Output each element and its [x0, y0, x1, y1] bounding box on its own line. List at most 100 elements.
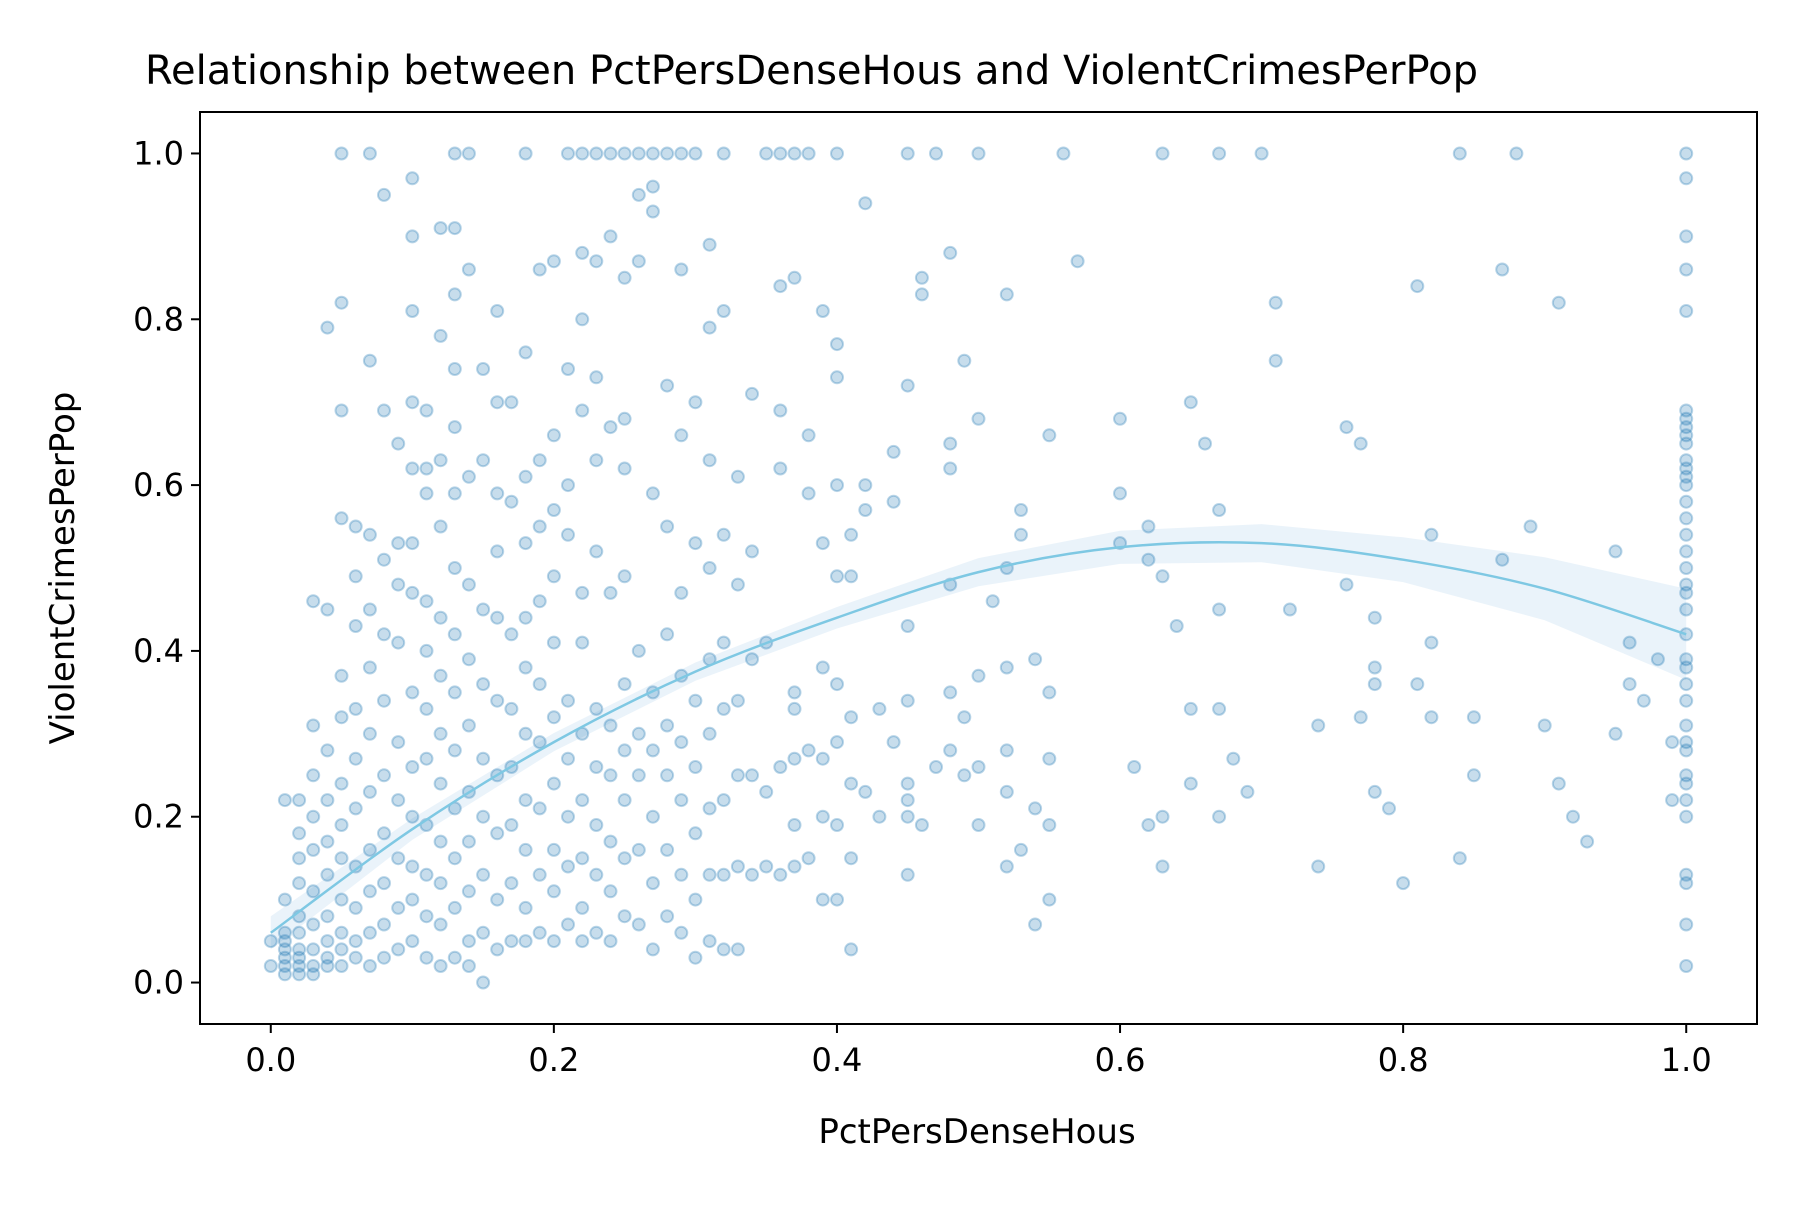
- data-point: [815, 751, 830, 766]
- data-point: [419, 486, 434, 501]
- data-point: [1042, 751, 1057, 766]
- data-point: [348, 900, 363, 915]
- data-point: [1183, 776, 1198, 791]
- points-layer: [263, 146, 1694, 990]
- data-point: [702, 801, 717, 816]
- data-point: [1466, 710, 1481, 725]
- data-point: [277, 934, 292, 949]
- data-point: [447, 561, 462, 575]
- data-point: [617, 677, 632, 692]
- data-point: [334, 146, 349, 161]
- data-point: [433, 876, 448, 891]
- data-point: [433, 519, 448, 534]
- data-point: [348, 569, 363, 584]
- data-point: [575, 245, 590, 260]
- data-point: [518, 469, 533, 484]
- data-point: [518, 345, 533, 360]
- data-point: [830, 735, 844, 750]
- data-point: [377, 187, 391, 202]
- data-point: [348, 519, 363, 534]
- data-point: [759, 784, 774, 799]
- data-point: [1113, 486, 1127, 501]
- data-point: [914, 270, 929, 285]
- data-point: [1452, 851, 1467, 866]
- data-point: [1141, 552, 1156, 567]
- data-point: [461, 834, 476, 849]
- data-point: [660, 519, 675, 534]
- x-tick-label: 1.0: [1661, 1041, 1712, 1079]
- data-point: [348, 751, 363, 766]
- data-point: [730, 768, 745, 783]
- data-point: [433, 328, 448, 343]
- data-point: [716, 146, 731, 161]
- data-point: [419, 950, 434, 965]
- data-point: [1679, 304, 1694, 318]
- data-point: [1466, 768, 1481, 783]
- data-point: [447, 685, 462, 700]
- data-point: [461, 262, 476, 277]
- data-point: [645, 146, 660, 161]
- data-point: [348, 701, 363, 716]
- data-point: [759, 859, 774, 874]
- data-point: [1367, 660, 1382, 675]
- data-point: [447, 420, 462, 435]
- data-point: [532, 867, 547, 882]
- data-point: [1679, 403, 1694, 418]
- data-point: [943, 245, 958, 260]
- data-point: [914, 287, 929, 302]
- data-point: [461, 934, 476, 949]
- data-point: [306, 967, 321, 982]
- data-point: [787, 270, 802, 285]
- data-point: [603, 934, 618, 949]
- data-point: [674, 262, 689, 277]
- data-point: [716, 793, 731, 808]
- data-point: [348, 801, 363, 816]
- data-point: [631, 643, 646, 658]
- data-point: [518, 146, 533, 161]
- data-point: [1537, 718, 1552, 733]
- data-point: [391, 577, 406, 592]
- data-point: [561, 917, 575, 932]
- data-point: [929, 146, 943, 161]
- data-point: [1155, 146, 1170, 161]
- data-point: [688, 760, 703, 774]
- data-point: [1452, 146, 1467, 161]
- data-point: [716, 527, 731, 542]
- data-point: [461, 469, 476, 484]
- data-point: [1240, 784, 1255, 799]
- data-point: [476, 751, 491, 766]
- data-point: [716, 635, 731, 650]
- data-point: [490, 942, 505, 957]
- data-point: [1679, 411, 1694, 426]
- data-point: [645, 809, 660, 824]
- data-point: [900, 619, 915, 633]
- data-point: [702, 934, 717, 949]
- data-point: [476, 362, 491, 376]
- data-point: [1580, 834, 1595, 849]
- data-point: [999, 743, 1014, 758]
- data-point: [575, 934, 590, 949]
- data-point: [405, 934, 420, 949]
- data-point: [900, 378, 915, 393]
- data-point: [801, 851, 816, 866]
- data-point: [292, 793, 307, 808]
- data-point: [1679, 959, 1694, 973]
- data-point: [1679, 768, 1694, 783]
- data-point: [999, 287, 1014, 302]
- data-point: [830, 370, 844, 385]
- data-point: [589, 254, 604, 269]
- data-point: [674, 867, 689, 882]
- data-point: [320, 950, 335, 965]
- data-point: [334, 942, 349, 957]
- data-point: [1679, 171, 1694, 186]
- data-point: [433, 776, 448, 791]
- data-point: [490, 395, 505, 410]
- data-point: [405, 685, 420, 700]
- data-point: [900, 693, 915, 708]
- data-point: [1014, 842, 1028, 857]
- data-point: [518, 536, 533, 551]
- data-point: [1268, 353, 1283, 368]
- data-point: [546, 884, 561, 899]
- chart-title: Relationship between PctPersDenseHous an…: [145, 48, 1478, 94]
